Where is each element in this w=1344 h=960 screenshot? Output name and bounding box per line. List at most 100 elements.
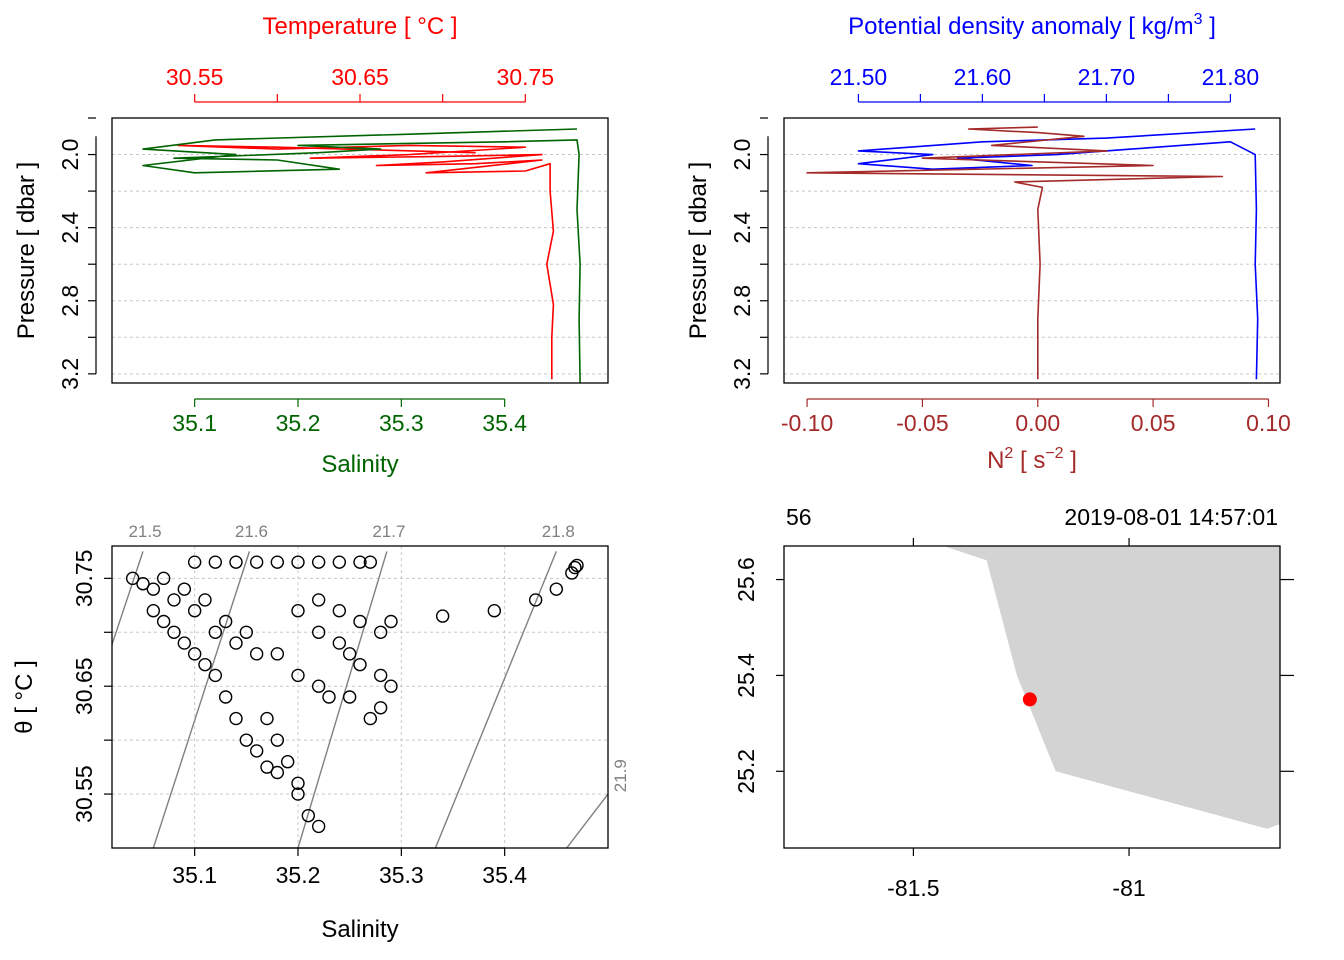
pressure-tick-label: 3.2: [729, 358, 755, 390]
bottom-tick-label: 35.1: [172, 410, 217, 436]
ts-point: [291, 776, 305, 790]
ts-plot-frame: [111, 545, 609, 849]
ts-point: [187, 604, 202, 618]
isopycnal-label: 21.6: [235, 522, 268, 541]
ts-point: [249, 744, 264, 758]
profile-plot-frame: [111, 117, 609, 384]
n2-profile-line: [806, 126, 1224, 380]
isopycnal-line: [434, 551, 557, 848]
latitude-tick-label: 25.4: [733, 653, 759, 698]
ts-point: [301, 808, 316, 823]
ts-point: [363, 555, 378, 569]
n2-axis-title-exponent: 2: [1004, 445, 1013, 462]
profile-panel-1: 30.55 30.65 30.75 35.1 35.2 35.3 35.4 2.0 2.4 2.8…: [13, 13, 609, 478]
ts-point: [249, 555, 264, 569]
ts-point: [146, 582, 161, 596]
bottom-tick-label: 35.2: [276, 410, 321, 436]
pressure-tick-label: 2.4: [729, 211, 755, 243]
isopycnal-label: 21.7: [372, 522, 405, 541]
ts-point: [311, 625, 326, 639]
ts-point: [342, 647, 357, 661]
bottom-tick-label: 0.05: [1131, 410, 1176, 436]
density-axis-title-exponent: 3: [1194, 11, 1203, 28]
top-tick-label: 30.65: [331, 64, 389, 90]
pressure-tick-label: 2.4: [57, 211, 83, 243]
ts-point: [208, 625, 223, 639]
ts-point: [280, 755, 295, 769]
pressure-axis-title: Pressure [ dbar ]: [685, 162, 712, 339]
ts-point: [177, 636, 192, 650]
n2-axis-title-mid: [ s: [1013, 447, 1045, 474]
salinity-tick-label: 35.4: [482, 862, 527, 888]
isopycnal-line: [112, 551, 144, 647]
station-marker: [1022, 692, 1037, 707]
ts-point: [146, 604, 161, 618]
bottom-tick-label: 0.10: [1246, 410, 1291, 436]
ts-point: [291, 668, 305, 683]
n2-axis-title: N2 [ s−2 ]: [987, 445, 1077, 474]
top-tick-label: 21.50: [830, 64, 888, 90]
ts-point: [570, 558, 584, 573]
pressure-tick-label: 2.0: [57, 139, 83, 171]
ts-point: [384, 679, 398, 693]
station-map-panel: -81.5 -81 25.2 25.4 25.6 56 2019-08-01 14:57:0…: [733, 504, 1294, 901]
ts-point: [229, 555, 243, 569]
theta-tick-label: 30.55: [71, 765, 97, 823]
ts-point: [373, 701, 388, 715]
temperature-axis-title: Temperature [ °C ]: [263, 13, 458, 40]
ts-point: [229, 711, 243, 726]
profile-panel-2: 21.50 21.60 21.70 21.80 -0.10 -0.05 0.00 0.05 0.…: [685, 11, 1291, 474]
ts-point: [291, 604, 305, 618]
profile-plot-frame: [783, 117, 1281, 384]
map-frame: [783, 545, 1281, 849]
isopycnal-label: 21.9: [611, 759, 630, 792]
ts-point: [332, 636, 347, 650]
ts-point: [208, 555, 223, 569]
density-axis-title-end: ]: [1203, 13, 1216, 40]
theta-tick-label: 30.75: [71, 550, 97, 608]
ts-point: [218, 614, 233, 629]
top-tick-label: 30.55: [166, 64, 224, 90]
station-number: 56: [786, 504, 812, 530]
top-tick-label: 30.75: [497, 64, 555, 90]
isopycnal-line: [297, 551, 388, 848]
isopycnal-line: [152, 551, 251, 848]
ts-point: [353, 555, 367, 569]
bottom-tick-label: 35.3: [379, 410, 424, 436]
ts-point: [270, 647, 285, 661]
ts-point: [291, 787, 305, 801]
temperature-profile-line: [177, 144, 555, 380]
ts-point: [156, 614, 171, 629]
pressure-tick-label: 2.0: [729, 139, 755, 171]
theta-axis-title: θ [ °C ]: [11, 660, 38, 734]
n2-axis-title-exponent-2: −2: [1045, 445, 1063, 462]
ts-point: [198, 657, 212, 672]
n2-axis-title-end: ]: [1064, 447, 1077, 474]
top-tick-label: 21.80: [1202, 64, 1260, 90]
ts-point: [384, 614, 398, 629]
ts-point: [487, 604, 502, 618]
ts-point: [239, 625, 254, 639]
isopycnal-label: 21.5: [128, 522, 161, 541]
pressure-tick-label: 2.8: [729, 285, 755, 317]
ts-point: [373, 625, 388, 639]
ts-point: [198, 593, 212, 607]
station-timestamp: 2019-08-01 14:57:01: [1064, 504, 1278, 530]
ts-point: [177, 582, 192, 596]
ts-point: [187, 647, 202, 661]
ts-point: [435, 609, 450, 623]
n2-axis-title-main: N: [987, 447, 1004, 474]
salinity-tick-label: 35.3: [379, 862, 424, 888]
ts-point: [218, 690, 233, 704]
ts-point: [342, 690, 357, 704]
bottom-tick-label: 0.00: [1015, 410, 1060, 436]
isopycnal-label: 21.8: [542, 522, 575, 541]
ts-point: [260, 760, 274, 774]
ts-point: [229, 636, 243, 650]
ts-point: [125, 571, 140, 586]
ts-point: [549, 582, 564, 596]
longitude-tick-label: -81.5: [887, 875, 939, 901]
salinity-tick-label: 35.2: [276, 862, 321, 888]
ts-point: [363, 711, 378, 726]
